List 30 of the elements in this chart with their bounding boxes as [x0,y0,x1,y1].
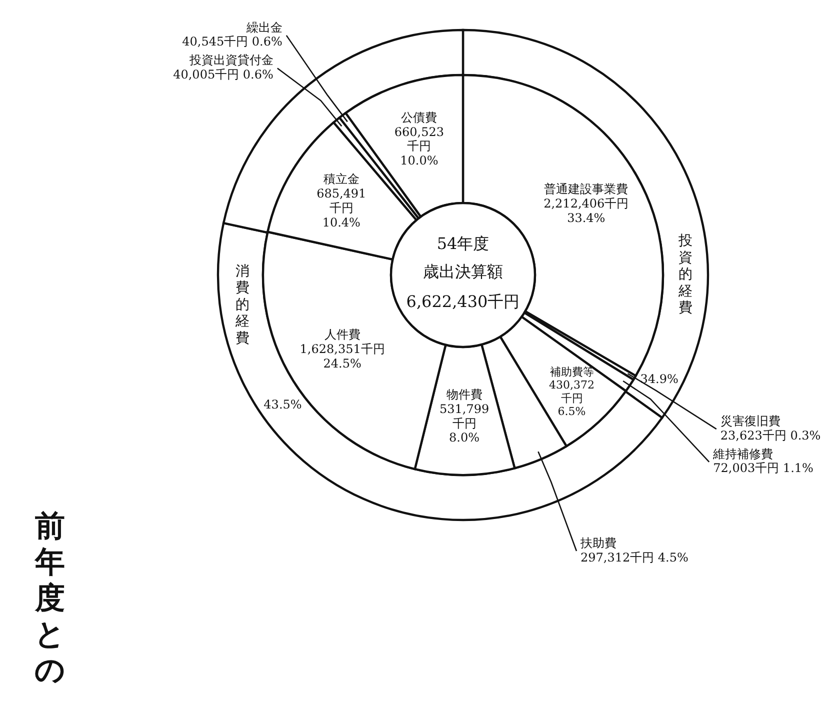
text: 前年度との [34,509,66,688]
slice-label: 繰出金 [245,20,282,34]
text: 歳出決算額 [423,262,503,282]
data-label: 297,312千円 4.5% [580,550,688,564]
data-label: 660,523千円 10.0% [394,124,444,168]
data-label: 2,212,406千円 33.4% [544,196,629,225]
slice-label: 維持補修費 [712,446,774,461]
data-label: 40,545千円 0.6% [182,34,282,49]
slice-label: 消費的経費 [234,263,250,346]
data-label: 40,005千円 0.6% [173,68,274,82]
slice-label: 補助費等 [550,365,594,378]
slice-label: 普通建設事業費 [544,182,628,196]
data-label: 1,628,351千円 24.5% [300,342,385,370]
data-label: 23,623千円 0.3% [720,428,821,442]
slice-label: 災害復旧費 [720,414,780,428]
data-label: 430,372千円 6.5% [549,378,595,418]
slice-label: 扶助費 [579,536,616,550]
slice-label: 投資出資貸付金 [188,53,274,68]
slice-label: 物件費 [446,388,482,402]
data-label: 685,491千円 10.4% [316,186,366,230]
slice-label: 人件費 [324,328,360,342]
slice-label: 積立金 [323,172,360,186]
text: 54年度 [436,234,490,254]
slice-label: 投資的経費 [678,233,692,316]
data-label: 531,799千円 8.0% [439,402,490,445]
data-label: 34.9% [640,372,678,386]
slice-label: 公債費 [401,110,438,124]
data-label: 43.5% [264,398,302,412]
text: 6,622,430千円 [406,292,520,312]
data-label: 72,003千円 1.1% [713,461,814,476]
